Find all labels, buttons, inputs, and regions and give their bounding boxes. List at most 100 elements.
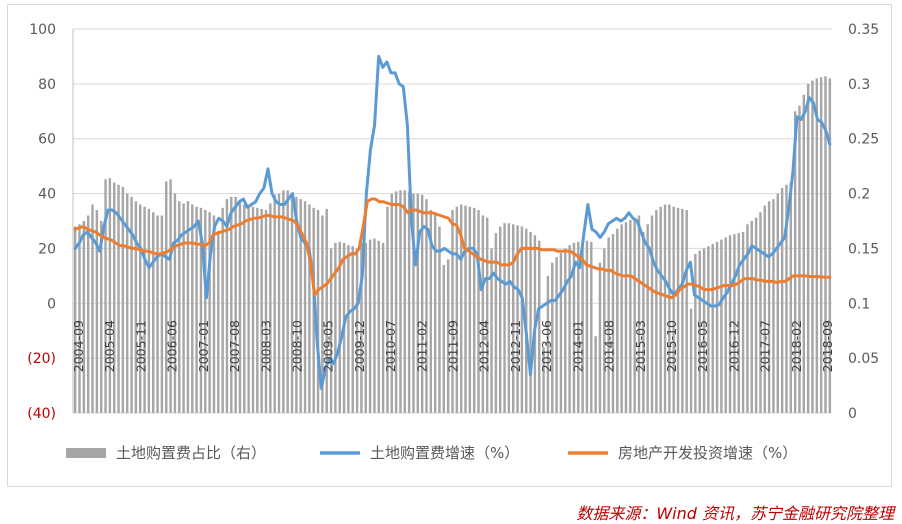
bar [715, 241, 719, 413]
x-tick-label: 2015-10 [664, 320, 679, 372]
bar [390, 193, 393, 413]
x-tick-label: 2004-09 [71, 320, 86, 372]
bar [607, 237, 610, 413]
bar [338, 241, 341, 413]
bar [485, 217, 489, 413]
bar [446, 259, 450, 413]
bar [459, 204, 463, 413]
legend: 土地购置费占比（右） 土地购置费增速（%） 房地产开发投资增速（%） [66, 444, 797, 462]
bar [754, 217, 758, 413]
bar [286, 190, 289, 413]
bar [264, 210, 268, 413]
x-tick-label: 2016-12 [726, 320, 741, 372]
bar [78, 224, 81, 413]
right-tick-label: 0.15 [848, 241, 879, 257]
bar [551, 262, 554, 413]
bar [494, 233, 498, 413]
bar [629, 219, 632, 413]
bar [685, 210, 688, 413]
bar [95, 210, 99, 413]
bar [247, 205, 250, 413]
bar [251, 206, 255, 413]
bar [598, 262, 602, 413]
bar [477, 210, 480, 413]
bar [295, 196, 298, 413]
x-tick-label: 2006-06 [165, 320, 180, 372]
bar [498, 226, 502, 413]
bar [481, 215, 485, 413]
chart-frame: (40) (20) 0 20 40 60 80 100 0 0.05 0.1 0.15 0.2 0.25… [7, 4, 892, 487]
bar [689, 308, 693, 413]
left-tick-label: 40 [38, 187, 56, 203]
bar [681, 208, 684, 413]
bar [165, 181, 168, 413]
bar [334, 242, 337, 413]
bar [668, 204, 671, 413]
bar [173, 193, 177, 413]
bar [221, 207, 224, 413]
x-tick-label: 2011-02 [414, 320, 429, 372]
bar [399, 190, 402, 413]
bar [577, 241, 580, 413]
left-tick-label: (40) [27, 406, 56, 422]
bar [316, 210, 320, 413]
bar [373, 238, 376, 413]
x-tick-label: 2013-06 [539, 320, 554, 372]
bar [377, 240, 380, 413]
bar [772, 199, 775, 413]
bar [707, 246, 710, 413]
bar [351, 246, 354, 413]
bar [143, 206, 146, 413]
right-tick-label: 0.35 [848, 22, 879, 38]
bar [243, 204, 246, 413]
bar [793, 111, 797, 413]
bar [819, 77, 823, 414]
x-tick-label: 2012-11 [508, 320, 523, 372]
bar [364, 242, 367, 413]
bar [655, 210, 658, 413]
bar [329, 248, 333, 413]
bar [555, 257, 558, 413]
right-tick-label: 0.1 [848, 296, 870, 312]
bar [694, 253, 697, 413]
bar [282, 190, 285, 413]
bar [559, 252, 563, 413]
bar [542, 347, 545, 413]
bar [789, 182, 793, 413]
x-tick-label: 2014-01 [570, 320, 585, 372]
bar [212, 215, 216, 413]
bar [204, 210, 207, 413]
bar [104, 179, 107, 413]
bar [139, 204, 142, 413]
bar [438, 226, 441, 413]
bar [611, 234, 615, 413]
chart-svg: (40) (20) 0 20 40 60 80 100 0 0.05 0.1 0.15 0.2 0.25… [27, 22, 879, 462]
bar [815, 78, 819, 414]
bar [507, 223, 511, 413]
bar [637, 215, 641, 413]
bar [659, 206, 662, 413]
bar [741, 231, 745, 413]
bar [347, 245, 350, 413]
bar-series [73, 76, 832, 414]
right-tick-label: 0.25 [848, 132, 879, 148]
bar [451, 210, 454, 413]
legend-label: 房地产开发投资增速（%） [618, 444, 797, 462]
x-tick-label: 2015-03 [633, 320, 648, 372]
bar [91, 204, 94, 413]
bar [585, 240, 589, 413]
bar [420, 194, 424, 413]
x-tick-label: 2014-08 [602, 320, 617, 372]
bar [147, 208, 151, 413]
bar [798, 105, 801, 414]
bar [412, 193, 415, 413]
bar [99, 221, 103, 413]
left-tick-label: 20 [38, 241, 56, 257]
bar [780, 188, 784, 413]
bar [238, 202, 242, 413]
bar [355, 248, 359, 413]
legend-label: 土地购置费占比（右） [116, 444, 266, 462]
bar [208, 212, 211, 413]
left-tick-label: 80 [38, 77, 56, 93]
bar [160, 215, 164, 413]
